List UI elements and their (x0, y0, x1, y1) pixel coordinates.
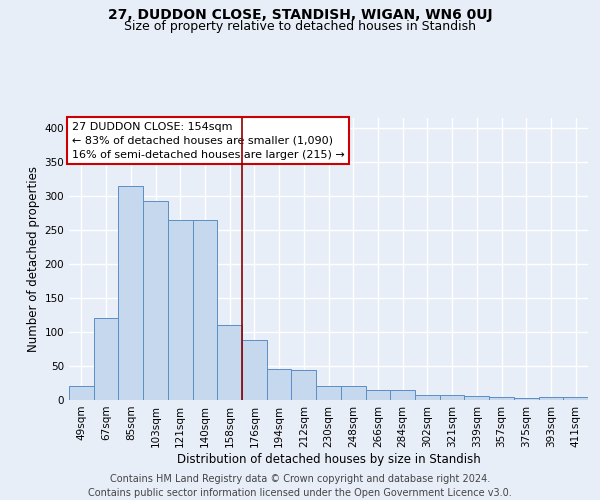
Bar (94, 318, 118, 400)
Bar (118, 186, 143, 400)
Text: 27, DUDDON CLOSE, STANDISH, WIGAN, WN6 0UJ: 27, DUDDON CLOSE, STANDISH, WIGAN, WN6 0… (107, 8, 493, 22)
Bar (242, 340, 267, 400)
Bar (292, 370, 316, 400)
Text: Size of property relative to detached houses in Standish: Size of property relative to detached ho… (124, 20, 476, 33)
Text: 27 DUDDON CLOSE: 154sqm
← 83% of detached houses are smaller (1,090)
16% of semi: 27 DUDDON CLOSE: 154sqm ← 83% of detache… (71, 122, 344, 160)
Bar (514, 398, 539, 400)
Bar (440, 395, 464, 400)
Bar (539, 396, 563, 400)
Bar (267, 370, 292, 400)
Text: Contains HM Land Registry data © Crown copyright and database right 2024.
Contai: Contains HM Land Registry data © Crown c… (88, 474, 512, 498)
Bar (316, 386, 341, 400)
Bar (563, 398, 588, 400)
Bar (143, 200, 168, 400)
Bar (365, 390, 390, 400)
Bar (217, 325, 242, 400)
Bar (69, 386, 94, 400)
Y-axis label: Number of detached properties: Number of detached properties (27, 166, 40, 352)
Bar (489, 396, 514, 400)
Bar (193, 220, 217, 400)
Bar (168, 220, 193, 400)
Bar (464, 396, 489, 400)
Bar (390, 390, 415, 400)
X-axis label: Distribution of detached houses by size in Standish: Distribution of detached houses by size … (176, 452, 481, 466)
Bar (415, 394, 440, 400)
Bar (341, 386, 365, 400)
